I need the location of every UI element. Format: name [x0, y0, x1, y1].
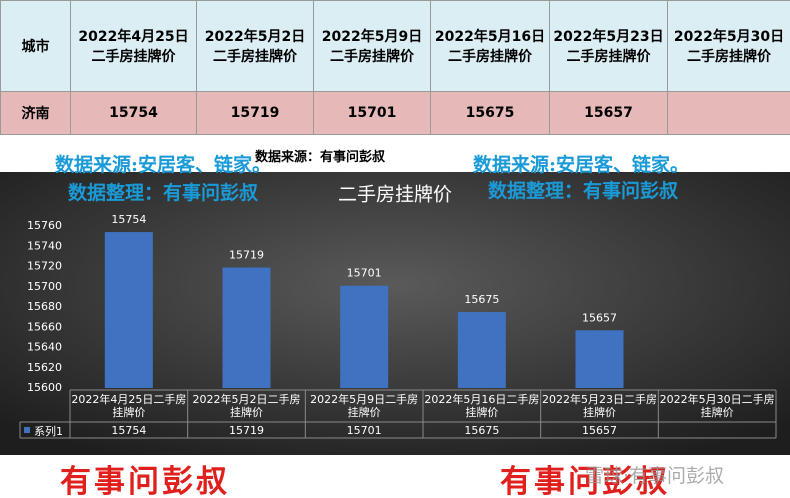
- table-cell: 15675: [430, 91, 550, 135]
- bar: [457, 312, 506, 388]
- header-cell: 2022年5月16日 二手房挂牌价: [430, 0, 550, 92]
- header-line: 2022年5月23日: [553, 29, 664, 45]
- bar: [104, 232, 153, 388]
- y-tick-label: 15600: [27, 381, 62, 394]
- watermark: 雪球·有事问彭叔: [585, 465, 725, 487]
- source-right: 数据来源:安居客、链家。: [473, 154, 690, 176]
- x-tick-label: 2022年5月16日二手房挂牌价: [424, 393, 540, 419]
- table-value: 15701: [346, 424, 382, 437]
- legend-label: 系列1: [34, 425, 63, 438]
- source-note: 数据来源：有事问彭叔: [255, 150, 386, 165]
- header-cell: 2022年5月30日 二手房挂牌价: [667, 0, 790, 92]
- header-line: 二手房挂牌价: [448, 49, 532, 65]
- legend-key: [24, 427, 30, 433]
- header-line: 二手房挂牌价: [91, 49, 176, 65]
- value-label: 15657: [582, 311, 617, 324]
- table-cell: 15719: [196, 91, 314, 135]
- header-line: 2022年5月2日: [204, 29, 306, 45]
- source-left: 数据来源:安居客、链家。: [55, 154, 272, 176]
- y-tick-label: 15660: [27, 320, 62, 333]
- value-label: 15675: [464, 293, 499, 306]
- header-line: 二手房挂牌价: [213, 49, 297, 65]
- y-tick-label: 15680: [27, 300, 62, 313]
- table-cell: [667, 91, 790, 135]
- header-line: 二手房挂牌价: [330, 49, 414, 65]
- x-tick-label: 2022年5月9日二手房挂牌价: [310, 393, 419, 419]
- header-line: 二手房挂牌价: [566, 49, 651, 65]
- y-tick-label: 15740: [27, 239, 62, 252]
- table-cell: 15754: [70, 91, 197, 135]
- footer-left: 有事问彭叔: [60, 464, 230, 498]
- y-tick-label: 15760: [27, 219, 62, 232]
- y-tick-label: 15640: [27, 341, 62, 354]
- header-cell: 2022年5月9日 二手房挂牌价: [313, 0, 431, 92]
- x-tick-label: 2022年5月30日二手房挂牌价: [659, 393, 775, 419]
- bar: [340, 285, 389, 388]
- bar: [222, 267, 271, 388]
- x-tick-label: 2022年5月2日二手房挂牌价: [192, 393, 301, 419]
- table-value: 15754: [111, 424, 147, 437]
- y-tick-label: 15620: [27, 361, 62, 374]
- y-tick-label: 15720: [27, 260, 62, 273]
- curator-left: 数据整理：有事问彭叔: [68, 182, 259, 204]
- table-cell: 15701: [313, 91, 431, 135]
- table-value: 15719: [228, 424, 264, 437]
- value-label: 15701: [347, 267, 382, 280]
- table-value: 15675: [464, 424, 500, 437]
- y-tick-label: 15700: [27, 280, 62, 293]
- curator-right: 数据整理：有事问彭叔: [488, 180, 679, 202]
- bar: [575, 330, 624, 388]
- header-cell: 2022年5月2日 二手房挂牌价: [196, 0, 314, 92]
- chart: 二手房挂牌价 15600 15620 15640 15660 15680 15700 157…: [0, 172, 790, 455]
- header-line: 二手房挂牌价: [687, 49, 771, 65]
- header-cell: 2022年4月25日 二手房挂牌价: [70, 0, 197, 92]
- table-cell: 济南: [0, 91, 71, 135]
- footer-right: 有事问彭叔: [500, 464, 670, 498]
- value-label: 15754: [111, 213, 146, 226]
- header-line: 2022年5月9日: [321, 29, 423, 45]
- x-tick-label: 2022年5月23日二手房挂牌价: [541, 393, 657, 419]
- x-tick-label: 2022年4月25日二手房挂牌价: [71, 393, 187, 419]
- header-line: 2022年5月16日: [434, 29, 546, 45]
- header-cell: 2022年5月23日 二手房挂牌价: [549, 0, 668, 92]
- header-line: 2022年4月25日: [78, 29, 189, 45]
- table-value: 15657: [581, 424, 617, 437]
- table-cell: 15657: [549, 91, 668, 135]
- header-cell: 城市: [0, 0, 71, 92]
- chart-title: 二手房挂牌价: [338, 184, 452, 206]
- value-label: 15719: [229, 249, 264, 262]
- price-table: 城市 2022年4月25日 二手房挂牌价 2022年5月2日 二手房挂牌价 2022年5月…: [0, 0, 790, 135]
- header-line: 2022年5月30日: [673, 29, 785, 45]
